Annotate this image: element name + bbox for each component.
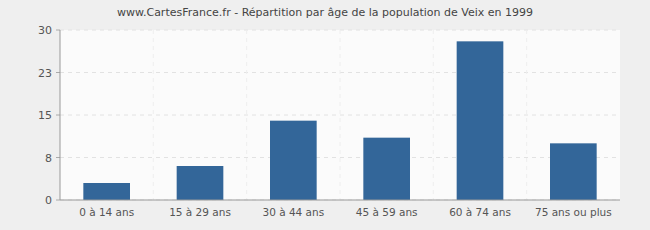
category-label: 0 à 14 ans xyxy=(79,206,134,218)
category-label: 75 ans ou plus xyxy=(535,206,612,218)
category-label: 15 à 29 ans xyxy=(169,206,231,218)
grid-line xyxy=(60,200,620,201)
y-axis xyxy=(60,30,61,200)
x-axis xyxy=(60,200,620,201)
bar xyxy=(83,183,130,200)
bar xyxy=(177,166,224,200)
tick-mark xyxy=(56,72,60,73)
grid-line-vertical xyxy=(153,30,154,200)
background xyxy=(0,0,650,230)
bar xyxy=(270,121,317,200)
bar xyxy=(550,143,597,200)
grid-line-vertical xyxy=(246,30,247,200)
tick-mark xyxy=(56,30,60,31)
tick-label: 30 xyxy=(38,24,52,37)
tick-mark xyxy=(56,157,60,158)
grid-line-vertical xyxy=(340,30,341,200)
grid-line-vertical xyxy=(433,30,434,200)
bars xyxy=(83,41,596,200)
tick-label: 15 xyxy=(38,109,52,122)
grid-line-vertical xyxy=(526,30,527,200)
chart: www.CartesFrance.fr - Répartition par âg… xyxy=(0,0,650,230)
category-label: 60 à 74 ans xyxy=(449,206,511,218)
tick-label: 8 xyxy=(45,152,52,165)
tick-label: 0 xyxy=(45,194,52,207)
category-label: 45 à 59 ans xyxy=(356,206,418,218)
tick-mark xyxy=(56,115,60,116)
tick-label: 23 xyxy=(38,67,52,80)
grid-line xyxy=(60,115,620,116)
category-label: 30 à 44 ans xyxy=(262,206,324,218)
tick-mark xyxy=(56,200,60,201)
bar xyxy=(363,138,410,200)
grid-line xyxy=(60,157,620,158)
plot-area xyxy=(60,30,620,200)
title: www.CartesFrance.fr - Répartition par âg… xyxy=(117,6,533,19)
bar xyxy=(457,41,504,200)
